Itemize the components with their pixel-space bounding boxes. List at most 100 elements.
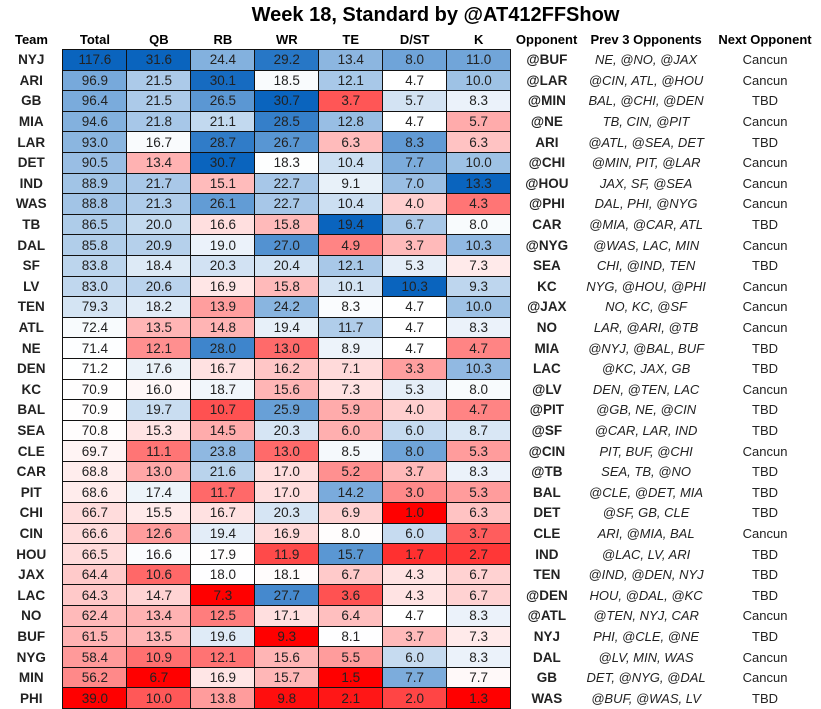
heat-cell: 6.7 bbox=[446, 584, 512, 607]
prev-opponents-cell: @SF, GB, CLE bbox=[602, 505, 690, 521]
heat-cell: 20.0 bbox=[126, 213, 192, 236]
heat-cell: 4.3 bbox=[446, 193, 512, 215]
opponent-cell: KC bbox=[537, 278, 557, 294]
heat-cell: 64.3 bbox=[62, 584, 128, 607]
heat-cell: 14.2 bbox=[318, 481, 384, 504]
heat-cell: 12.1 bbox=[126, 337, 192, 359]
heat-cell: 31.6 bbox=[126, 49, 192, 71]
table-row: NYG 58.4 10.9 12.1 15.6 5.5 6.0 8.3 DAL @LV, MIN,… bbox=[0, 646, 821, 668]
opponent-cell: NO bbox=[536, 320, 557, 336]
team-cell: ARI bbox=[19, 72, 43, 88]
heat-cell: 83.0 bbox=[62, 275, 128, 298]
heat-cell: 3.7 bbox=[318, 90, 384, 112]
heat-cell: 58.4 bbox=[62, 646, 128, 668]
heat-cell: 5.3 bbox=[446, 481, 512, 504]
opponent-cell: @PHI bbox=[529, 196, 565, 212]
table-row: NYJ 117.6 31.6 24.4 29.2 13.4 8.0 11.0 @BUF NE, @… bbox=[0, 49, 821, 71]
heat-cell: 6.7 bbox=[446, 563, 512, 586]
table-row: TEN 79.3 18.2 13.9 24.2 8.3 4.7 10.0 @JAX NO, KC,… bbox=[0, 296, 821, 318]
opponent-cell: LAC bbox=[532, 361, 561, 377]
heat-cell: 93.0 bbox=[62, 131, 128, 153]
next-opponent-cell: TBD bbox=[752, 505, 779, 521]
heat-cell: 13.9 bbox=[190, 296, 256, 318]
opponent-cell: @TB bbox=[531, 464, 563, 480]
heat-cell: 4.0 bbox=[382, 399, 448, 421]
opponent-cell: @NYG bbox=[525, 237, 569, 253]
heat-cell: 16.7 bbox=[190, 357, 256, 380]
heat-cell: 19.0 bbox=[190, 234, 256, 256]
heat-cell: 18.7 bbox=[190, 378, 256, 401]
opponent-cell: MIA bbox=[534, 340, 560, 356]
next-opponent-cell: TBD bbox=[752, 361, 779, 377]
table-row: PHI 39.0 10.0 13.8 9.8 2.1 2.0 1.3 WAS @BUF, @WAS… bbox=[0, 687, 821, 709]
heat-cell: 16.9 bbox=[190, 666, 256, 689]
team-cell: TB bbox=[22, 217, 41, 233]
heat-cell: 83.8 bbox=[62, 254, 128, 277]
heat-cell: 16.9 bbox=[190, 275, 256, 298]
next-opponent-cell: TBD bbox=[752, 484, 779, 500]
heat-cell: 70.9 bbox=[62, 378, 128, 401]
prev-opponents-cell: DEN, @TEN, LAC bbox=[592, 381, 700, 397]
heat-cell: 19.7 bbox=[126, 399, 192, 421]
opponent-cell: @MIN bbox=[527, 93, 566, 109]
heat-cell: 6.0 bbox=[382, 646, 448, 668]
next-opponent-cell: TBD bbox=[752, 93, 779, 109]
table-row: KC 70.9 16.0 18.7 15.6 7.3 5.3 8.0 @LV DEN, @TEN,… bbox=[0, 378, 821, 401]
heat-cell: 13.8 bbox=[190, 687, 256, 709]
heat-cell: 14.7 bbox=[126, 584, 192, 607]
heat-cell: 7.3 bbox=[446, 254, 512, 277]
next-opponent-cell: Cancun bbox=[742, 155, 788, 171]
opponent-cell: @SF bbox=[531, 422, 563, 438]
heat-cell: 1.7 bbox=[382, 543, 448, 565]
heat-cell: 8.3 bbox=[382, 131, 448, 153]
team-cell: LAR bbox=[17, 134, 46, 150]
heat-cell: 10.0 bbox=[446, 69, 512, 92]
prev-opponents-cell: NE, @NO, @JAX bbox=[594, 52, 698, 68]
heat-cell: 13.5 bbox=[126, 625, 192, 648]
team-cell: NYJ bbox=[18, 52, 45, 68]
table-row: CIN 66.6 12.6 19.4 16.9 8.0 6.0 3.7 CLE ARI, @MIA… bbox=[0, 522, 821, 545]
prev-opponents-cell: PIT, BUF, @CHI bbox=[599, 443, 693, 459]
table-row: HOU 66.5 16.6 17.9 11.9 15.7 1.7 2.7 IND @LAC, LV… bbox=[0, 543, 821, 565]
team-cell: GB bbox=[21, 93, 42, 109]
team-cell: LAC bbox=[17, 587, 46, 603]
heat-cell: 6.7 bbox=[382, 213, 448, 236]
heat-cell: 64.4 bbox=[62, 563, 128, 586]
heat-cell: 117.6 bbox=[62, 49, 128, 71]
heat-cell: 1.0 bbox=[382, 502, 448, 524]
next-opponent-cell: TBD bbox=[752, 546, 779, 562]
heat-cell: 71.2 bbox=[62, 357, 128, 380]
heat-cell: 4.9 bbox=[318, 234, 384, 256]
header-row: Team Total QB RB WR TE D/ST K Opponent Prev 3 Opp… bbox=[0, 30, 821, 50]
table-row: MIN 56.2 6.7 16.9 15.7 1.5 7.7 7.7 GB DET, @NYG, … bbox=[0, 666, 821, 689]
heat-cell: 16.9 bbox=[254, 522, 320, 545]
prev-opponents-cell: @NYJ, @BAL, BUF bbox=[588, 340, 705, 356]
heat-cell: 21.3 bbox=[126, 193, 192, 215]
prev-opponents-cell: @CLE, @DET, MIA bbox=[589, 484, 704, 500]
heat-cell: 15.8 bbox=[254, 213, 320, 236]
heat-cell: 21.5 bbox=[126, 69, 192, 92]
opponent-cell: TEN bbox=[533, 567, 561, 583]
heat-cell: 9.3 bbox=[254, 625, 320, 648]
heat-cell: 8.0 bbox=[382, 49, 448, 71]
table-row: DEN 71.2 17.6 16.7 16.2 7.1 3.3 10.3 LAC @KC, JAX… bbox=[0, 357, 821, 380]
opponent-cell: @NE bbox=[530, 114, 563, 130]
heat-cell: 10.3 bbox=[446, 234, 512, 256]
heat-cell: 29.2 bbox=[254, 49, 320, 71]
heat-cell: 8.0 bbox=[318, 522, 384, 545]
table-row: NO 62.4 13.4 12.5 17.1 6.4 4.7 8.3 @ATL @TEN, NYJ… bbox=[0, 605, 821, 627]
heat-cell: 10.3 bbox=[446, 357, 512, 380]
heat-cell: 15.8 bbox=[254, 275, 320, 298]
prev-opponents-cell: HOU, @DAL, @KC bbox=[589, 587, 703, 603]
heat-cell: 96.4 bbox=[62, 90, 128, 112]
opponent-cell: @ATL bbox=[527, 608, 567, 624]
heat-cell: 18.2 bbox=[126, 296, 192, 318]
prev-opponents-cell: @BUF, @WAS, LV bbox=[591, 690, 701, 706]
heat-cell: 66.6 bbox=[62, 522, 128, 545]
heat-cell: 2.1 bbox=[318, 687, 384, 709]
opponent-cell: @JAX bbox=[527, 299, 567, 315]
table-row: IND 88.9 21.7 15.1 22.7 9.1 7.0 13.3 @HOU JAX, SF… bbox=[0, 172, 821, 195]
next-opponent-cell: Cancun bbox=[742, 52, 788, 68]
heat-cell: 5.9 bbox=[318, 399, 384, 421]
heat-cell: 30.7 bbox=[254, 90, 320, 112]
